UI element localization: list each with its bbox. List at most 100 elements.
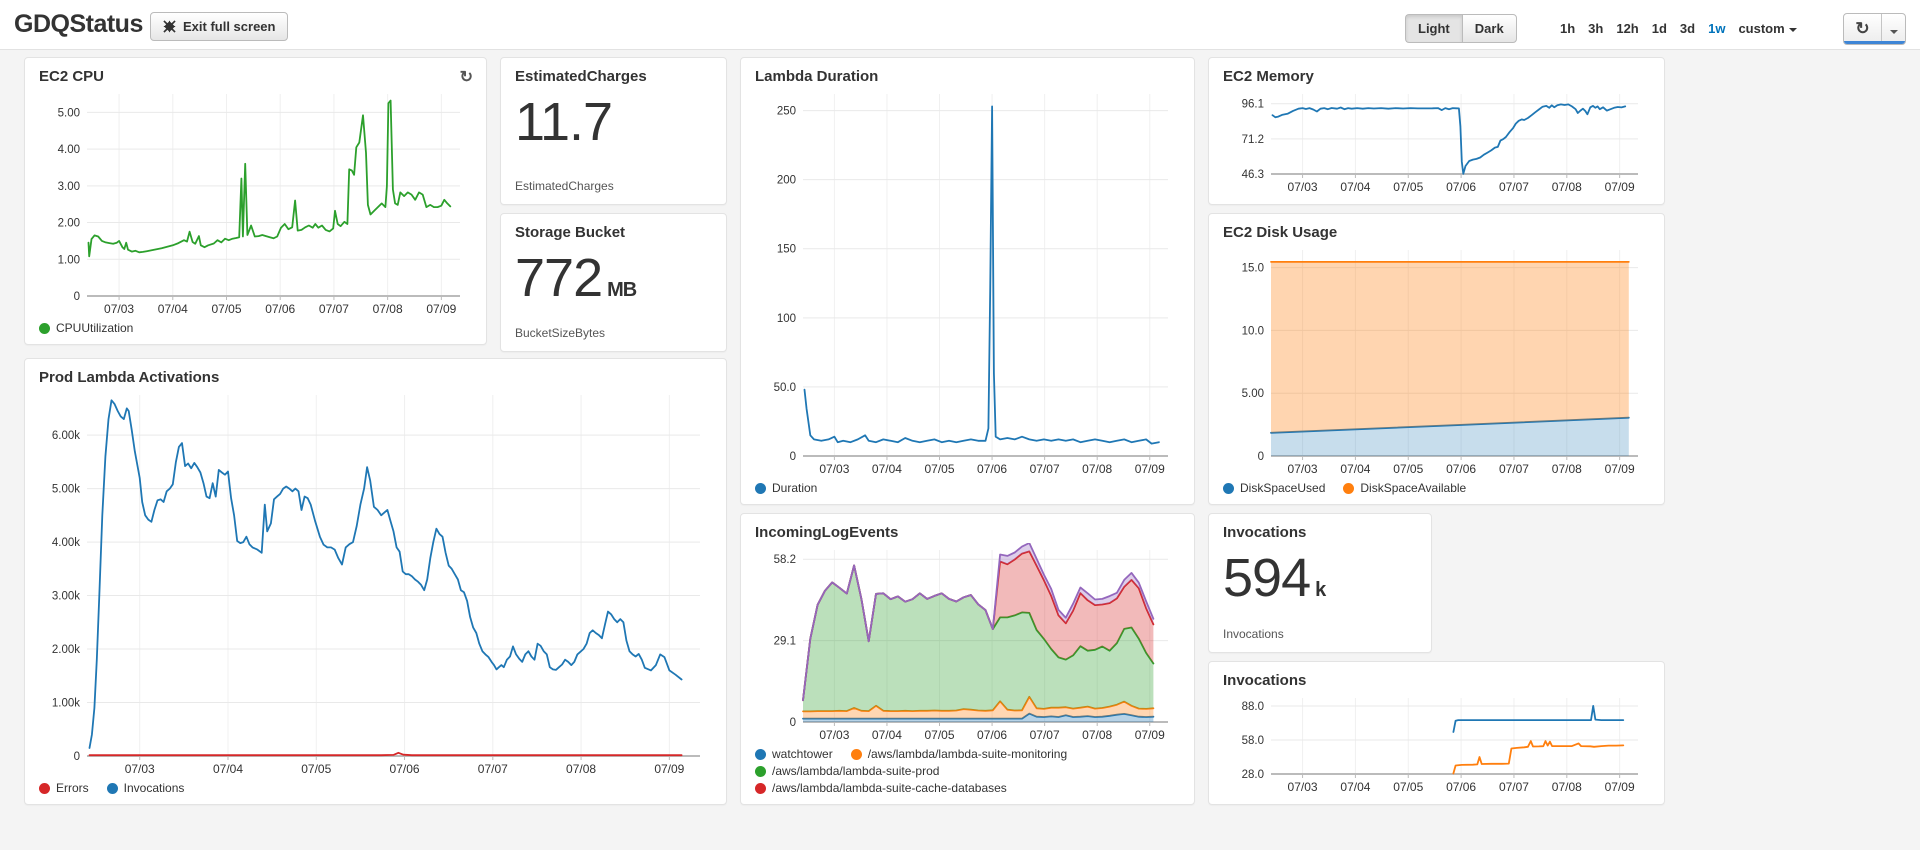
legend-item[interactable]: DiskSpaceAvailable [1343,481,1466,495]
legend-item[interactable]: /aws/lambda/lambda-suite-monitoring [850,747,1067,761]
legend: Errors Invocations [39,778,712,796]
panel-storage-bucket: Storage Bucket 772 MB BucketSizeBytes [500,213,727,352]
panel-title: EstimatedCharges [515,68,647,85]
svg-text:07/09: 07/09 [1605,462,1635,476]
svg-text:5.00: 5.00 [1242,388,1264,400]
svg-text:2.00: 2.00 [58,218,80,230]
range-3d[interactable]: 3d [1679,21,1696,36]
range-12h[interactable]: 12h [1616,21,1639,36]
panel-prod-lambda-activations: Prod Lambda Activations 0 1.00k 2.00k 3.00k… [24,358,727,805]
svg-text:07/09: 07/09 [1605,180,1635,194]
legend-item[interactable]: /aws/lambda/lambda-suite-cache-databases [755,781,1007,795]
exit-fullscreen-button[interactable]: Exit full screen [150,12,289,41]
panel-title: EC2 Memory [1223,68,1314,85]
svg-text:07/07: 07/07 [478,762,508,776]
svg-text:07/06: 07/06 [1446,780,1476,794]
svg-text:07/07: 07/07 [1499,780,1529,794]
svg-text:07/05: 07/05 [924,462,954,476]
svg-text:46.3: 46.3 [1242,169,1264,181]
light-theme-button[interactable]: Light [1405,14,1462,43]
dark-theme-button[interactable]: Dark [1461,14,1517,43]
legend-item[interactable]: Errors [39,781,89,795]
refresh-icon[interactable]: ↻ [459,69,473,86]
svg-text:07/04: 07/04 [1340,780,1370,794]
panel-ec2-cpu: EC2 CPU ↻ 0 1.00 2.00 3.00 4.00 5.00 07/03 07/0… [24,57,487,345]
range-1d[interactable]: 1d [1651,21,1667,36]
incoming-log-events-chart: 0 29.1 58.2 07/03 07/04 07/05 07/06 07/07 07/08 0… [755,543,1180,744]
svg-text:07/05: 07/05 [924,728,954,742]
series-swatch [1343,482,1355,494]
svg-text:3.00k: 3.00k [52,591,80,603]
svg-text:88.0: 88.0 [1242,701,1264,713]
svg-text:0: 0 [1258,451,1264,463]
metric-unit: MB [607,279,637,301]
panel-estimated-charges: EstimatedCharges 11.7 EstimatedCharges [500,57,727,205]
svg-text:07/09: 07/09 [1605,780,1635,794]
metric-value: 11.7 [515,92,613,152]
legend-item[interactable]: watchtower [755,747,833,761]
svg-text:71.2: 71.2 [1242,134,1264,146]
svg-text:07/09: 07/09 [1135,462,1165,476]
svg-text:58.2: 58.2 [774,554,796,566]
svg-text:07/05: 07/05 [1393,780,1423,794]
metric-caption: EstimatedCharges [515,179,614,193]
header: GDQStatus Exit full screen Light Dark 1h… [0,0,1920,50]
svg-text:07/04: 07/04 [872,462,902,476]
metric-value: 594 k [1223,548,1326,608]
svg-text:96.1: 96.1 [1242,99,1264,111]
page-title: GDQStatus [14,10,143,38]
series-swatch [39,782,50,794]
legend-item[interactable]: CPUUtilization [39,321,133,335]
refresh-button[interactable]: ↻ [1844,14,1881,44]
svg-text:07/08: 07/08 [373,302,403,316]
metric-unit: k [1315,579,1326,601]
svg-text:07/09: 07/09 [654,762,684,776]
panel-lambda-duration: Lambda Duration 0 50.0 100 150 200 250 07/03 07… [740,57,1195,505]
svg-text:5.00k: 5.00k [52,484,80,496]
svg-text:07/03: 07/03 [819,728,849,742]
svg-text:07/04: 07/04 [213,762,243,776]
metric-caption: Invocations [1223,627,1284,641]
svg-text:07/03: 07/03 [1288,780,1318,794]
svg-text:07/04: 07/04 [1340,180,1370,194]
svg-text:6.00k: 6.00k [52,430,80,442]
refresh-controls: ↻ [1843,13,1906,45]
svg-text:07/05: 07/05 [211,302,241,316]
range-1w[interactable]: 1w [1708,21,1726,36]
svg-text:07/05: 07/05 [1393,462,1423,476]
panel-title: EC2 CPU [39,68,105,85]
legend-item[interactable]: /aws/lambda/lambda-suite-prod [755,764,939,778]
svg-text:07/04: 07/04 [1340,462,1370,476]
svg-text:07/03: 07/03 [104,302,134,316]
legend-item[interactable]: Duration [755,481,817,495]
panel-incoming-log-events: IncomingLogEvents 0 29.1 58.2 07/03 07/04 07/… [740,513,1195,805]
legend-item[interactable]: DiskSpaceUsed [1223,481,1325,495]
svg-text:29.1: 29.1 [774,636,796,648]
range-1h[interactable]: 1h [1560,21,1576,36]
resize-small-icon [163,20,176,33]
svg-text:07/08: 07/08 [1082,728,1112,742]
svg-text:07/07: 07/07 [319,302,349,316]
svg-text:07/05: 07/05 [1393,180,1423,194]
svg-text:07/06: 07/06 [390,762,420,776]
svg-text:07/06: 07/06 [1446,462,1476,476]
series-swatch [106,782,118,794]
svg-text:07/06: 07/06 [977,728,1007,742]
range-custom[interactable]: custom [1738,21,1797,36]
legend-item[interactable]: Invocations [106,781,184,795]
svg-text:150: 150 [777,244,796,256]
refresh-dropdown-button[interactable] [1881,14,1905,44]
range-3h[interactable]: 3h [1588,21,1604,36]
series-swatch [755,782,766,794]
svg-text:07/06: 07/06 [1446,180,1476,194]
svg-text:07/07: 07/07 [1499,462,1529,476]
refresh-icon: ↻ [1855,19,1870,38]
svg-text:07/07: 07/07 [1030,462,1060,476]
ec2-disk-usage-chart: 0 5.00 10.0 15.0 07/03 07/04 07/05 07/06 07/07 07… [1223,243,1650,478]
metric-value: 772 MB [515,248,637,308]
chevron-down-icon [1889,30,1898,34]
svg-text:5.00: 5.00 [58,107,80,119]
invocations-chart: 28.0 58.0 88.0 07/03 07/04 07/05 07/06 07/07 07/… [1223,691,1650,796]
svg-text:0: 0 [74,291,80,303]
svg-text:4.00: 4.00 [58,144,80,156]
